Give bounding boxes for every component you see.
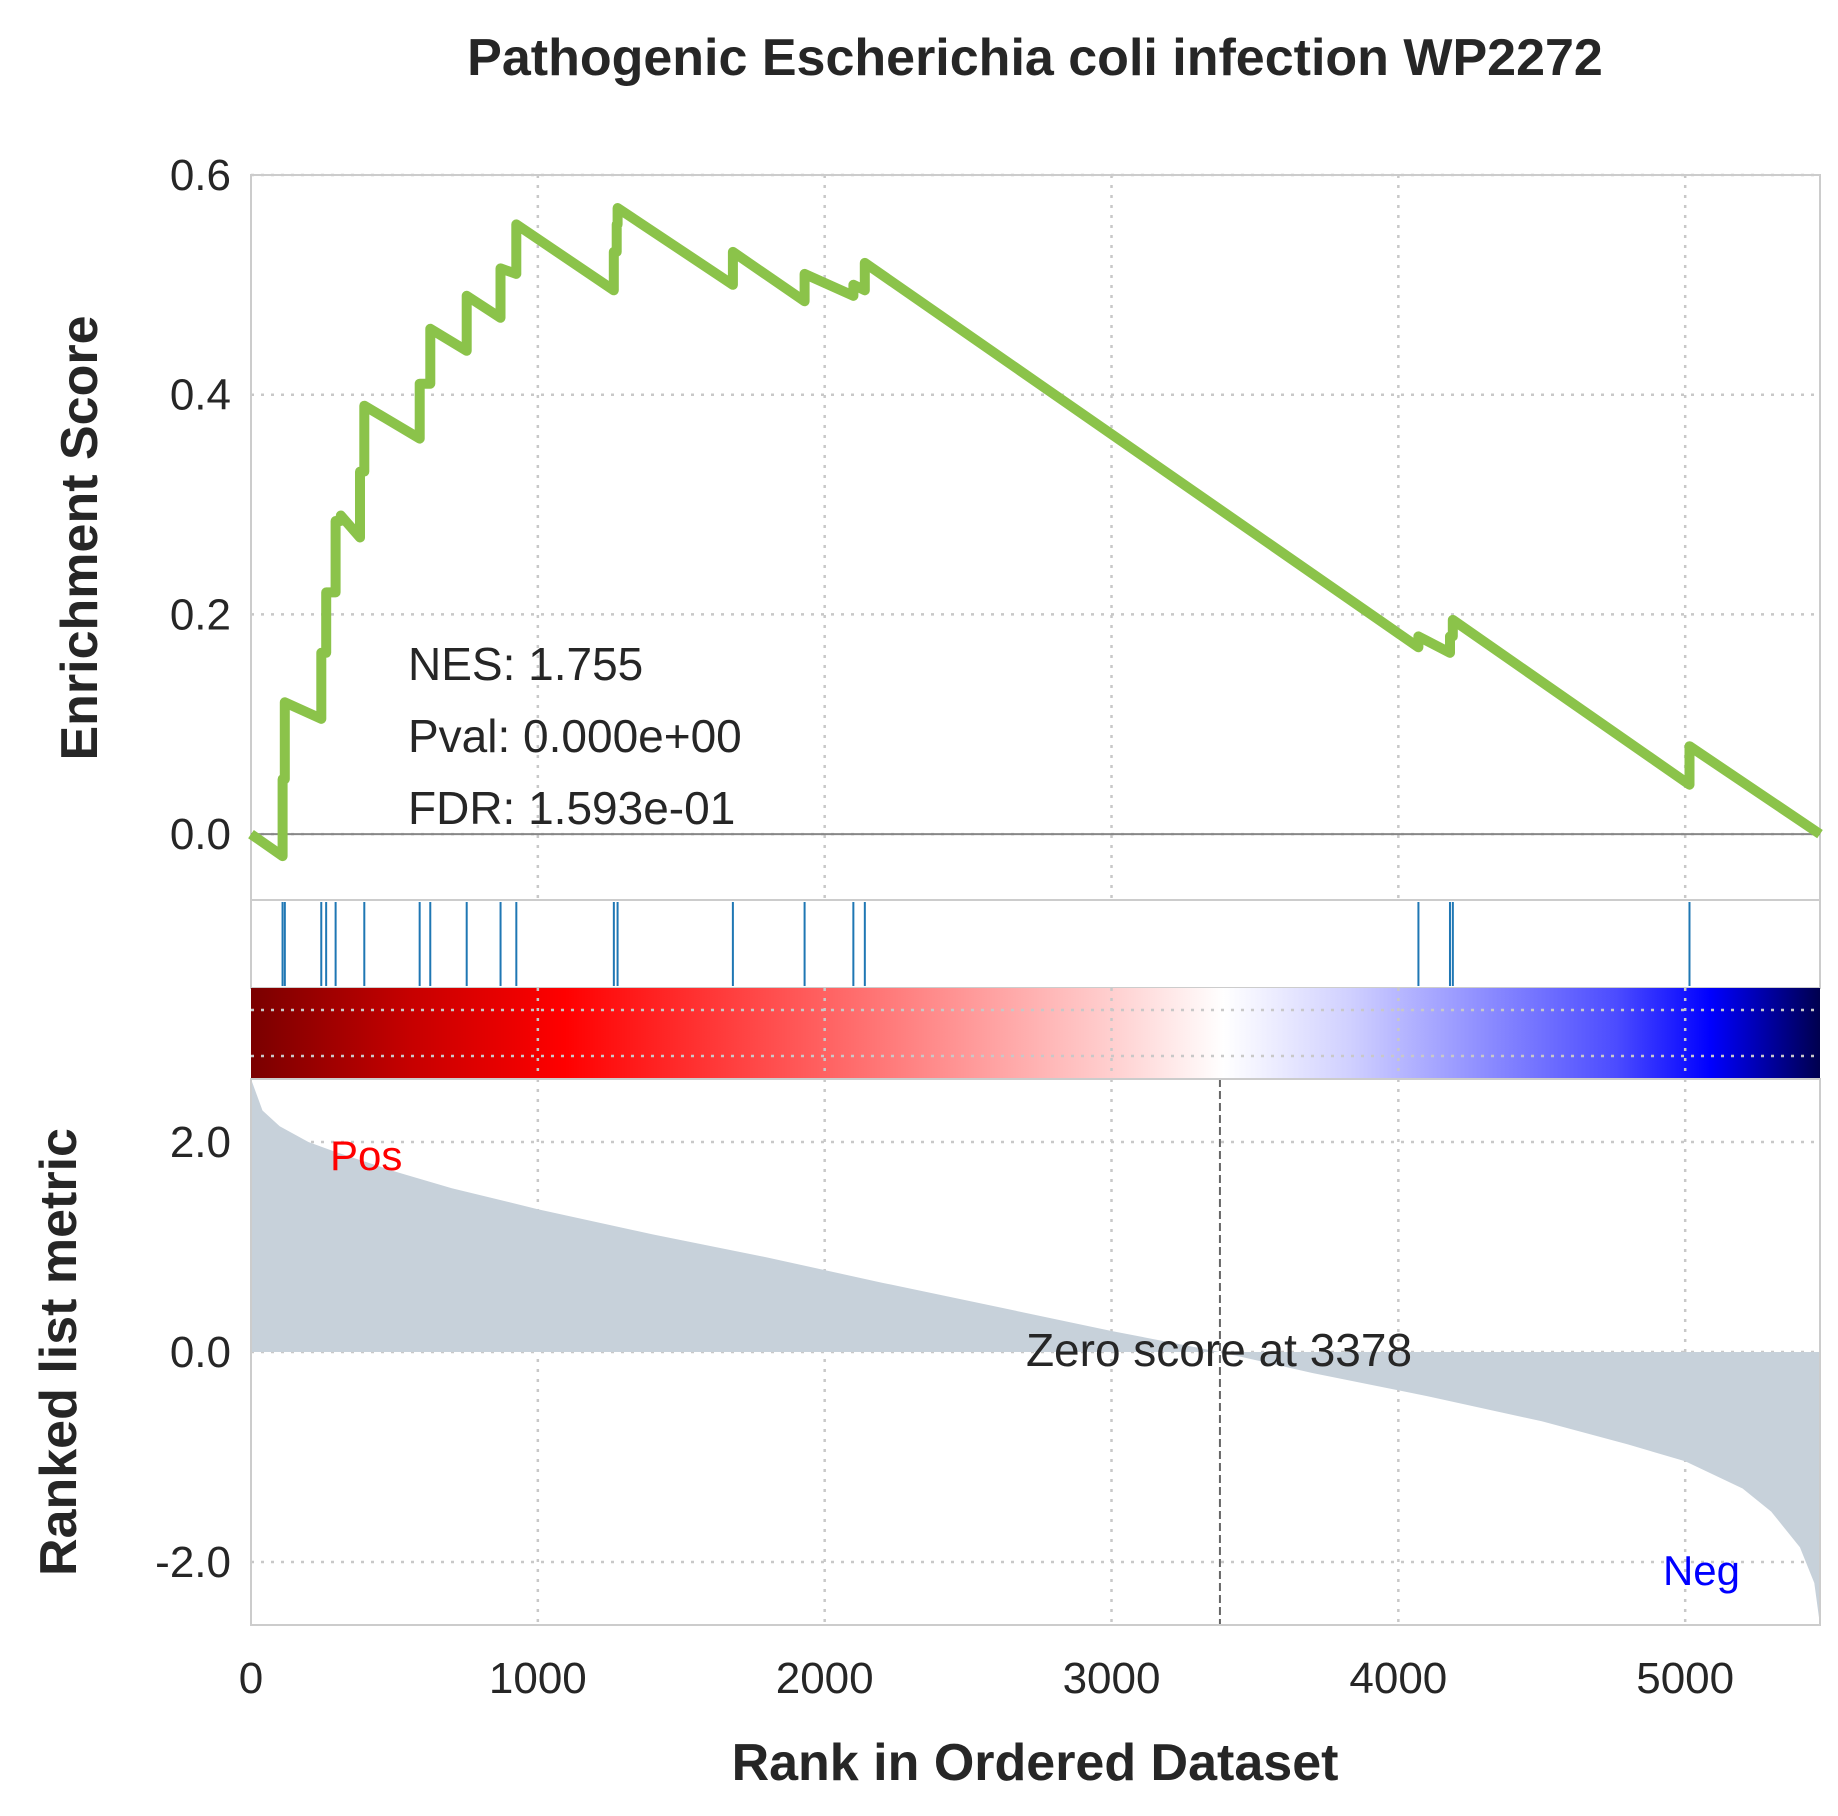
zero-score-label: Zero score at 3378 [1026,1324,1412,1376]
fdr-label: FDR: 1.593e-01 [408,782,735,834]
heatmap-bar [251,988,1820,1079]
metric-panel: 2.0 0.0 -2.0 Pos Neg Zero score at 3378 Ra… [30,1078,1821,1626]
es-y-tick-label: 0.4 [170,371,231,420]
x-tick-label: 2000 [776,1654,874,1703]
x-tick-label: 3000 [1063,1654,1161,1703]
metric-y-tick-label: -2.0 [155,1538,231,1587]
metric-y-tick-label: 0.0 [170,1328,231,1377]
es-line [248,203,1823,862]
es-y-tick-label: 0.2 [170,590,231,639]
x-tick-label: 0 [239,1654,263,1703]
es-y-tick-label: 0.0 [170,810,231,859]
x-tick-label: 5000 [1636,1654,1734,1703]
x-axis: 0 1000 2000 3000 4000 5000 [239,1654,1734,1703]
pos-label: Pos [330,1132,402,1179]
metric-axis-title: Ranked list metric [30,1128,88,1576]
es-panel: 0.00.20.40.6 NES: 1.755 Pval: 0.000e+00 … [51,151,1823,901]
rank-heatmap [251,988,1820,1079]
es-axis-title: Enrichment Score [51,315,109,760]
x-axis-title: Rank in Ordered Dataset [732,1734,1339,1792]
es-y-tick-label: 0.6 [170,151,231,200]
chart-title: Pathogenic Escherichia coli infection WP… [467,29,1603,87]
metric-y-tick-label: 2.0 [170,1118,231,1167]
neg-label: Neg [1663,1547,1740,1594]
nes-label: NES: 1.755 [408,638,643,690]
hits-panel [250,899,1821,989]
x-tick-label: 1000 [489,1654,587,1703]
x-tick-label: 4000 [1349,1654,1447,1703]
pval-label: Pval: 0.000e+00 [408,710,742,762]
metric-area [251,1079,1820,1625]
